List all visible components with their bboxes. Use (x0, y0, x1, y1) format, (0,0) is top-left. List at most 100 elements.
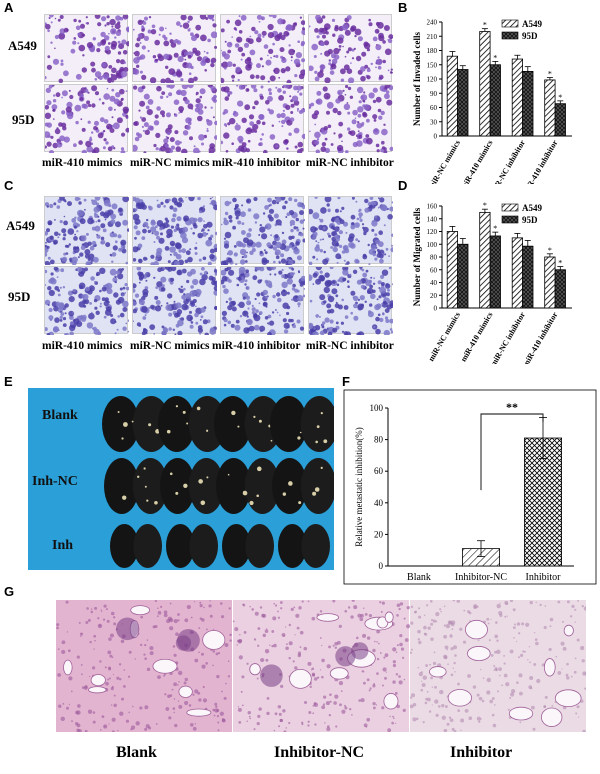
cell-mark (195, 288, 202, 296)
cell-mark (299, 92, 303, 96)
bar (554, 103, 566, 137)
cell-mark (79, 93, 84, 98)
cell-mark (181, 268, 187, 274)
tissue-nucleus (174, 723, 178, 728)
cell-mark (97, 132, 104, 139)
cell-mark (202, 205, 205, 208)
tissue-nucleus (374, 640, 376, 643)
tissue-nucleus (109, 633, 114, 638)
cell-mark (147, 49, 150, 53)
cell-mark (275, 309, 277, 311)
tissue-nucleus (393, 717, 395, 719)
tissue-nucleus (518, 632, 521, 635)
tissue-nucleus (177, 613, 180, 616)
cell-mark (68, 89, 71, 92)
cell-mark (101, 286, 107, 292)
cell-mark (99, 267, 106, 274)
tissue-nucleus (335, 725, 338, 728)
tissue-nucleus (98, 624, 101, 627)
cell-mark (237, 78, 240, 82)
legend-label: 95D (522, 215, 538, 225)
cell-mark (171, 217, 176, 223)
cell-mark (46, 205, 49, 208)
y-axis-label: Relative metastatic inhibition(%) (354, 427, 364, 546)
cell-mark (290, 59, 293, 62)
cell-mark (121, 268, 124, 271)
cell-mark (164, 246, 170, 251)
panel-g-caption-inhibitor-nc: Inhibitor-NC (274, 744, 365, 761)
tissue-nucleus (80, 635, 82, 638)
cell-mark (275, 144, 279, 148)
cell-mark (94, 306, 98, 310)
cell-mark (91, 131, 94, 134)
cell-mark (286, 147, 289, 150)
tissue-nucleus (117, 729, 119, 732)
cell-mark (281, 119, 286, 125)
cell-mark (372, 252, 376, 257)
cell-mark (63, 136, 70, 143)
cell-mark (115, 30, 121, 36)
tissue-nucleus (451, 628, 454, 631)
cell-mark (312, 272, 318, 278)
cell-mark (114, 280, 117, 284)
tissue-nucleus (332, 644, 335, 647)
cell-mark (268, 91, 272, 96)
cell-mark (280, 258, 287, 264)
tissue-nucleus (574, 608, 577, 611)
tissue-nucleus (509, 649, 514, 654)
cell-mark (167, 260, 171, 264)
tissue-nucleus (84, 729, 88, 732)
cell-mark (137, 33, 143, 39)
tissue-nucleus (444, 645, 449, 650)
tissue-nucleus (358, 699, 361, 702)
metastatic-nodule (258, 419, 262, 423)
tissue-nucleus (406, 624, 411, 629)
cell-mark (296, 255, 302, 261)
cell-mark (159, 227, 163, 231)
cell-mark (119, 312, 125, 318)
tissue-nucleus (421, 680, 423, 682)
cell-mark (366, 75, 371, 80)
tissue-nucleus (494, 634, 499, 639)
cell-mark (232, 112, 235, 116)
tissue-nucleus (164, 693, 167, 696)
cell-mark (286, 79, 292, 85)
cell-mark (237, 135, 244, 142)
metastatic-nodule (270, 439, 273, 442)
cell-mark (97, 219, 101, 223)
tissue-nucleus (581, 605, 584, 608)
cell-mark (236, 283, 240, 287)
tissue-nucleus (294, 634, 296, 636)
cell-mark (259, 325, 266, 332)
cell-mark (155, 300, 161, 305)
cell-mark (288, 44, 291, 47)
tissue-nucleus (285, 727, 287, 729)
cell-mark (177, 56, 184, 63)
tissue-nucleus (535, 641, 539, 646)
cell-mark (387, 214, 393, 220)
tissue-nucleus (511, 688, 516, 694)
micrograph-image (131, 194, 220, 267)
cell-mark (65, 252, 69, 255)
cell-mark (357, 106, 364, 113)
tissue-nucleus (544, 605, 547, 607)
tissue-nucleus (457, 709, 461, 713)
cell-mark (264, 279, 269, 284)
cell-mark (54, 17, 57, 20)
tissue-nucleus (349, 707, 352, 711)
tissue-nucleus (279, 601, 283, 604)
tissue-nucleus (381, 684, 384, 687)
cell-mark (94, 280, 97, 284)
cell-mark (68, 243, 71, 246)
cell-mark (122, 300, 129, 308)
cell-mark (89, 246, 95, 251)
cell-mark (320, 146, 327, 152)
tissue-nucleus (379, 652, 382, 654)
micrograph-image (308, 14, 394, 84)
cell-mark (343, 305, 349, 310)
cell-mark (142, 316, 147, 320)
tissue-nucleus (110, 687, 114, 691)
cell-mark (281, 281, 288, 288)
y-tick-label: 60 (374, 466, 384, 476)
tissue-nucleus (154, 624, 158, 629)
